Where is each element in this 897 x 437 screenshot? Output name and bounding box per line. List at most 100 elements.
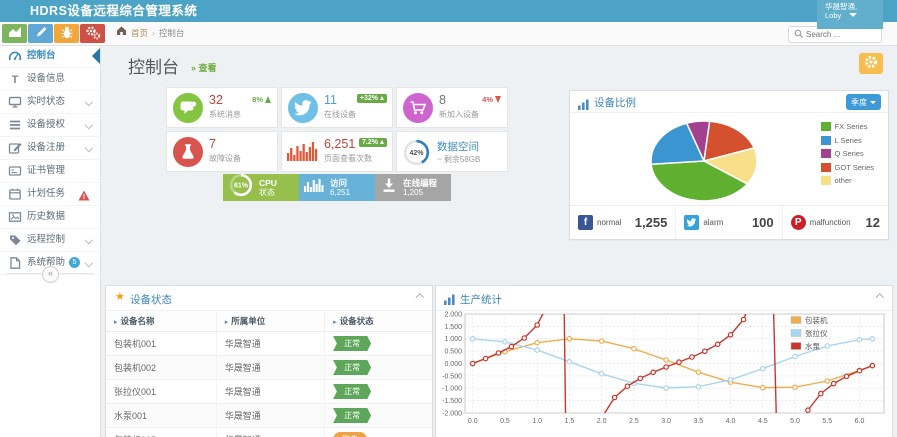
stat-label: 在线设备 xyxy=(324,110,356,119)
table-row[interactable]: 张拉仪001 华晟智通 正常 xyxy=(106,379,432,404)
edit-quick-button[interactable] xyxy=(28,24,53,43)
table-row[interactable]: 包装机001 华晟智通 正常 xyxy=(106,331,432,356)
status-badge: 正常 xyxy=(333,384,372,399)
delta-badge: 7.2% xyxy=(359,138,387,147)
svg-text:1.5: 1.5 xyxy=(565,418,575,425)
chevron-down-icon xyxy=(84,143,93,152)
device-name-cell: 张拉仪001 xyxy=(106,379,217,404)
svg-text:-1.500: -1.500 xyxy=(442,398,462,405)
chat-icon xyxy=(173,93,203,123)
column-header[interactable]: ▸ 设备名称 xyxy=(106,311,217,332)
cogs-icon xyxy=(85,25,101,43)
search-input[interactable] xyxy=(804,29,868,40)
sidebar-item-label: 计划任务 xyxy=(27,188,66,199)
arrow-up-icon xyxy=(265,96,271,103)
secondary-toolbar: 首页 › 控制台 xyxy=(0,22,897,46)
device-org-cell: 华晟智通 xyxy=(215,427,325,437)
arrow-up-icon xyxy=(380,96,384,100)
stat-value: 8 xyxy=(439,93,446,107)
legend-label: FX Series xyxy=(834,122,868,131)
legend-swatch xyxy=(820,135,831,145)
legend-label: Q Series xyxy=(834,149,864,158)
device-status-cell: 警告 xyxy=(324,427,432,437)
status-badge: 正常 xyxy=(333,408,372,423)
summary-cell-normal: f normal 1,255 xyxy=(570,206,675,239)
chart-quick-button[interactable] xyxy=(2,24,27,43)
bar-chart-icon xyxy=(444,292,455,310)
device-status-title: 设备状态 xyxy=(130,294,172,306)
table-row[interactable]: 水泵001 华晟智通 正常 xyxy=(106,403,432,428)
sidebar-item-label: 实时状态 xyxy=(27,96,66,107)
settings-gear-button[interactable] xyxy=(859,53,883,74)
page-subtitle: » 查看 xyxy=(191,63,217,73)
sidebar-item-1[interactable]: 控制台 xyxy=(0,45,100,68)
sidebar-item-4[interactable]: 设备授权 xyxy=(0,114,100,137)
pinterest-icon: P xyxy=(790,215,806,230)
period-select-button[interactable]: 季度 xyxy=(846,94,881,110)
breadcrumb-home[interactable]: 首页 xyxy=(131,28,149,38)
page-title: 控制台 xyxy=(128,58,179,77)
usage-label: 在线编程 xyxy=(403,177,438,188)
device-name-cell: 包装机001 xyxy=(106,331,217,356)
stat-value: 7 xyxy=(209,137,216,151)
breadcrumb: 首页 › 控制台 xyxy=(116,22,184,45)
column-header[interactable]: ▸ 设备状态 xyxy=(324,311,432,332)
facebook-icon: f xyxy=(578,215,593,230)
area-chart-icon xyxy=(7,25,23,42)
device-status-cell: 正常 xyxy=(324,331,432,356)
stat-label: 新加入设备 xyxy=(439,110,479,119)
sidebar-item-label: 系统帮助 xyxy=(27,257,66,268)
sidebar-item-7[interactable]: 计划任务! xyxy=(0,183,100,206)
pie-legend-item: FX Series xyxy=(820,122,874,131)
download-icon xyxy=(380,176,398,199)
svg-text:3.5: 3.5 xyxy=(693,418,703,425)
sidebar-item-9[interactable]: 远程控制 xyxy=(0,229,100,252)
svg-text:2.000: 2.000 xyxy=(444,311,462,318)
legend-label: other xyxy=(834,176,852,185)
sidebar-item-3[interactable]: 实时状态 xyxy=(0,91,100,114)
svg-text:!: ! xyxy=(83,194,85,201)
calendar-icon xyxy=(8,187,22,201)
period-label: 季度 xyxy=(851,97,867,107)
svg-text:61%: 61% xyxy=(234,183,249,190)
quick-buttons xyxy=(2,24,105,43)
sidebar-item-6[interactable]: 证书管理 xyxy=(0,160,100,183)
sidebar-collapse-button[interactable]: « xyxy=(42,266,59,283)
pie-legend-item: other xyxy=(820,176,874,185)
delta-text: 4% xyxy=(482,95,501,104)
settings-quick-button[interactable] xyxy=(80,24,105,43)
column-header[interactable]: ▸ 所属单位 xyxy=(215,311,325,332)
collapse-panel-icon[interactable] xyxy=(875,293,884,302)
table-row[interactable]: 包装机005 华晟智通 警告 xyxy=(106,427,432,437)
breadcrumb-separator: › xyxy=(152,28,155,38)
user-menu[interactable]: 华晟智通, Loby xyxy=(817,0,883,29)
usage-value: 1,205 xyxy=(403,187,424,197)
sort-caret-icon: ▸ xyxy=(114,319,118,326)
sidebar: 控制台 T 设备信息 实时状态 设备授权 设备注册 证书管理 计划任务! 历史数据… xyxy=(0,45,101,437)
svg-text:2.5: 2.5 xyxy=(629,418,639,425)
summary-label: malfunction xyxy=(809,218,851,227)
sidebar-item-8[interactable]: 历史数据 xyxy=(0,206,100,229)
usage-segment-3: 在线编程 1,205 xyxy=(375,174,451,201)
list-icon xyxy=(8,118,22,132)
table-row[interactable]: 包装机002 华晟智通 正常 xyxy=(106,355,432,380)
search-icon xyxy=(794,26,804,44)
device-ratio-title: 设备比例 xyxy=(594,97,636,109)
stat-value: 11 xyxy=(324,93,337,107)
sidebar-item-5[interactable]: 设备注册 xyxy=(0,137,100,160)
production-stats-panel: 生产统计 2.000 1.500 1.000 0.500 0.000 -0.500 -1.0… xyxy=(435,285,893,437)
svg-text:0.0: 0.0 xyxy=(468,418,478,425)
bug-quick-button[interactable] xyxy=(54,24,79,43)
chevron-down-icon xyxy=(870,100,876,104)
collapse-panel-icon[interactable] xyxy=(415,293,424,302)
stat-card-3: 8 新加入设备 4% xyxy=(396,87,508,128)
top-header-bar: HDRS设备远程综合管理系统 华晟智通, Loby xyxy=(0,0,897,29)
sidebar-item-label: 历史数据 xyxy=(27,211,66,222)
device-status-cell: 正常 xyxy=(324,403,432,428)
file-icon xyxy=(8,256,22,270)
monitor-icon xyxy=(8,95,22,109)
sidebar-item-2[interactable]: T 设备信息 xyxy=(0,68,100,91)
pie-legend-item: L Series xyxy=(820,135,874,145)
device-ratio-pie-chart xyxy=(580,114,830,213)
